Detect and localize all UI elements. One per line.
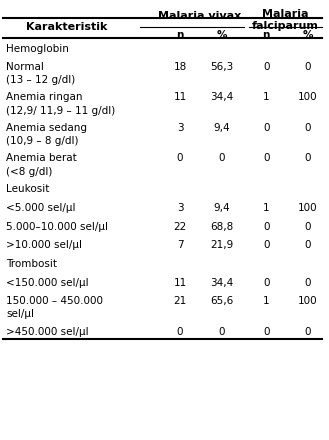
Text: 0: 0 [177, 153, 183, 163]
Text: 0: 0 [304, 62, 311, 72]
Text: 0: 0 [263, 62, 269, 72]
Text: 65,6: 65,6 [210, 296, 233, 306]
Text: 0: 0 [304, 278, 311, 288]
Text: 9,4: 9,4 [213, 203, 230, 213]
Text: 1: 1 [263, 92, 269, 103]
Text: sel/μl: sel/μl [6, 309, 34, 319]
Text: Anemia berat: Anemia berat [6, 153, 77, 163]
Text: 0: 0 [263, 153, 269, 163]
Text: 0: 0 [263, 240, 269, 250]
Text: (12,9/ 11,9 – 11 g/dl): (12,9/ 11,9 – 11 g/dl) [6, 106, 115, 116]
Text: 0: 0 [304, 327, 311, 337]
Text: 56,3: 56,3 [210, 62, 233, 72]
Text: 11: 11 [173, 278, 187, 288]
Text: <150.000 sel/μl: <150.000 sel/μl [6, 278, 89, 288]
Text: 34,4: 34,4 [210, 92, 233, 103]
Text: 21,9: 21,9 [210, 240, 233, 250]
Text: 3: 3 [177, 203, 183, 213]
Text: <5.000 sel/μl: <5.000 sel/μl [6, 203, 75, 213]
Text: 18: 18 [173, 62, 187, 72]
Text: n: n [263, 30, 270, 40]
Text: 0: 0 [263, 123, 269, 133]
Text: Normal: Normal [6, 62, 44, 72]
Text: (13 – 12 g/dl): (13 – 12 g/dl) [6, 75, 75, 85]
Text: Karakteristik: Karakteristik [26, 22, 107, 32]
Text: 0: 0 [263, 222, 269, 232]
Text: 7: 7 [177, 240, 183, 250]
Text: (<8 g/dl): (<8 g/dl) [6, 166, 52, 176]
Text: 0: 0 [304, 123, 311, 133]
Text: (10,9 – 8 g/dl): (10,9 – 8 g/dl) [6, 136, 79, 146]
Text: 3: 3 [177, 123, 183, 133]
Text: 0: 0 [218, 153, 225, 163]
Text: 0: 0 [304, 222, 311, 232]
Text: Trombosit: Trombosit [6, 259, 57, 269]
Text: 0: 0 [263, 278, 269, 288]
Text: >10.000 sel/μl: >10.000 sel/μl [6, 240, 82, 250]
Text: 1: 1 [263, 203, 269, 213]
Text: 34,4: 34,4 [210, 278, 233, 288]
Text: 100: 100 [298, 296, 317, 306]
Text: 22: 22 [173, 222, 187, 232]
Text: Leukosit: Leukosit [6, 184, 49, 194]
Text: n: n [176, 30, 184, 40]
Text: %: % [216, 30, 227, 40]
Text: 1: 1 [263, 296, 269, 306]
Text: 5.000–10.000 sel/μl: 5.000–10.000 sel/μl [6, 222, 108, 232]
Text: 11: 11 [173, 92, 187, 103]
Text: Malaria
falciparum: Malaria falciparum [252, 9, 319, 31]
Text: %: % [302, 30, 313, 40]
Text: Hemoglobin: Hemoglobin [6, 44, 69, 54]
Text: Malaria vivax: Malaria vivax [158, 11, 241, 21]
Text: 0: 0 [304, 240, 311, 250]
Text: 100: 100 [298, 92, 317, 103]
Text: >450.000 sel/μl: >450.000 sel/μl [6, 327, 89, 337]
Text: 68,8: 68,8 [210, 222, 233, 232]
Text: 100: 100 [298, 203, 317, 213]
Text: 21: 21 [173, 296, 187, 306]
Text: 0: 0 [218, 327, 225, 337]
Text: 0: 0 [177, 327, 183, 337]
Text: 9,4: 9,4 [213, 123, 230, 133]
Text: Anemia sedang: Anemia sedang [6, 123, 87, 133]
Text: 150.000 – 450.000: 150.000 – 450.000 [6, 296, 103, 306]
Text: 0: 0 [263, 327, 269, 337]
Text: 0: 0 [304, 153, 311, 163]
Text: Anemia ringan: Anemia ringan [6, 92, 83, 103]
